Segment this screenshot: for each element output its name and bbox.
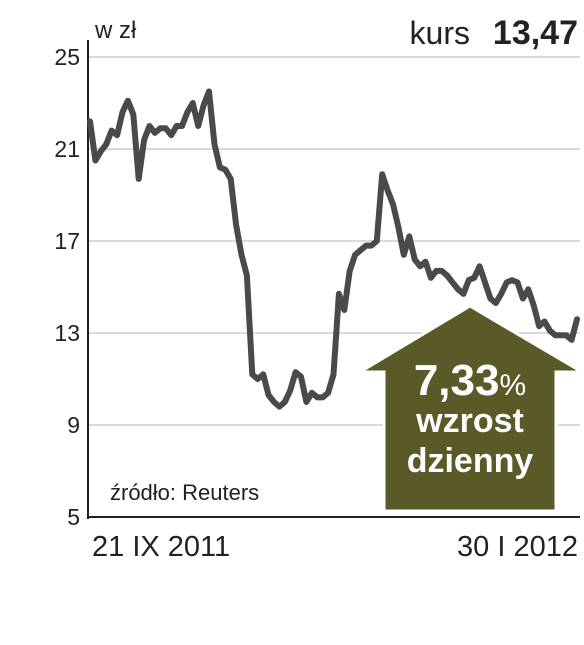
y-tick-label: 17	[54, 228, 80, 254]
y-tick-label: 5	[67, 504, 80, 530]
y-tick-label: 25	[54, 44, 80, 70]
x-tick-label: 30 I 2012	[457, 531, 578, 563]
price-value: 13,47	[493, 14, 578, 52]
price-line	[87, 88, 580, 410]
y-tick-label: 21	[54, 136, 80, 162]
change-text: 7,33%	[414, 356, 526, 405]
source: źródło: Reuters	[110, 480, 259, 505]
annotation-line: wzrost	[415, 402, 524, 440]
x-tick-label: 21 IX 2011	[92, 531, 230, 563]
price-label: kurs	[410, 15, 470, 51]
y-axis-unit: w zł	[94, 17, 137, 44]
change-unit: %	[499, 369, 526, 402]
y-tick-label: 13	[54, 320, 80, 346]
y-tick-label: 9	[67, 412, 80, 438]
annotation-line: dzienny	[407, 442, 534, 480]
change-value: 7,33	[414, 356, 500, 405]
annotation-arrow	[354, 304, 584, 513]
